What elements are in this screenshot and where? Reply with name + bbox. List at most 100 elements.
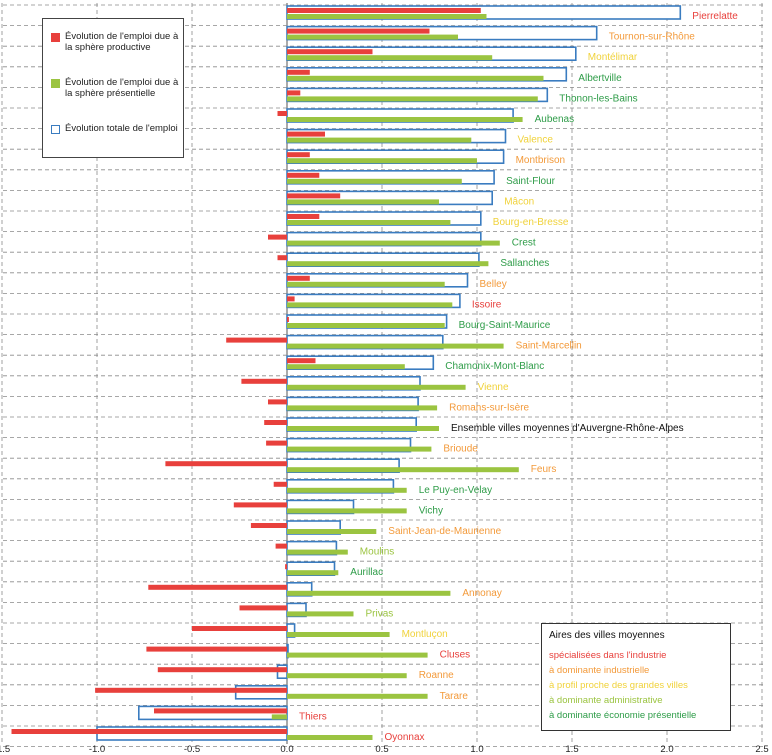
bar-presentielle	[287, 673, 407, 679]
city-label: Montbrison	[516, 155, 565, 166]
city-label: Aubenas	[535, 114, 574, 125]
bar-productive	[233, 502, 287, 508]
bar-productive	[239, 605, 287, 611]
legend-label-total: Évolution totale de l'emploi	[65, 123, 178, 134]
bar-presentielle	[287, 693, 428, 699]
category-legend: Aires des villes moyennes spécialisées d…	[541, 623, 731, 731]
bar-presentielle	[287, 199, 439, 205]
legend-label-productive: Évolution de l'emploi due à la sphère pr…	[65, 31, 179, 53]
city-label: Sallanches	[500, 258, 549, 269]
bar-productive	[241, 378, 287, 384]
x-tick-label: -1.5	[0, 744, 10, 755]
city-label: Privas	[366, 608, 394, 619]
bar-presentielle	[287, 364, 405, 370]
bar-presentielle	[287, 405, 438, 411]
city-label: Valence	[518, 135, 554, 146]
bar-productive	[287, 49, 373, 55]
bar-productive	[148, 584, 287, 590]
bar-presentielle	[287, 158, 477, 164]
bar-presentielle	[287, 549, 348, 555]
city-label: Brioude	[443, 444, 478, 455]
legend-swatch-total	[51, 125, 60, 134]
bar-presentielle	[287, 137, 472, 143]
bar-productive	[275, 543, 287, 549]
city-label: Feurs	[531, 464, 557, 475]
category-legend-item-dominante-industrielle: à dominante industrielle	[549, 665, 650, 676]
bar-presentielle	[287, 323, 445, 328]
city-label: Pierrelatte	[692, 11, 738, 22]
legend-swatch-presentielle	[51, 79, 60, 88]
bar-presentielle	[287, 508, 407, 514]
bar-presentielle	[287, 467, 519, 473]
bar-presentielle	[287, 735, 373, 740]
bar-productive	[287, 358, 316, 364]
bar-presentielle	[287, 55, 493, 61]
city-label: Mâcon	[504, 196, 534, 207]
bar-productive	[287, 172, 320, 178]
city-label: Vienne	[478, 382, 509, 393]
bar-productive	[268, 234, 287, 240]
legend-swatch-productive	[51, 33, 60, 42]
city-label: Tournon-sur-Rhône	[609, 32, 696, 43]
city-label: Cluses	[440, 650, 471, 661]
city-label: Thiers	[299, 711, 327, 722]
bar-presentielle	[287, 261, 489, 267]
bar-productive	[266, 440, 287, 446]
bar-presentielle	[287, 281, 445, 287]
bar-productive	[287, 152, 310, 158]
bar-productive	[95, 687, 287, 693]
bar-productive	[146, 646, 287, 652]
bar-presentielle	[287, 343, 504, 349]
city-label: Thonon-les-Bains	[559, 93, 637, 104]
category-legend-title: Aires des villes moyennes	[549, 630, 665, 641]
city-label: Bourg-en-Bresse	[493, 217, 569, 228]
city-label: Annonay	[462, 588, 501, 599]
bar-productive	[226, 337, 287, 343]
category-legend-item-presentielle: à dominante économie présentielle	[549, 710, 697, 721]
city-label: Belley	[480, 279, 507, 290]
city-label: Albertville	[578, 73, 622, 84]
bar-presentielle	[287, 34, 458, 40]
x-tick-label: 2.5	[755, 744, 768, 755]
bar-productive	[273, 481, 287, 487]
bar-presentielle	[287, 178, 462, 184]
city-label: Saint-Flour	[506, 176, 556, 187]
city-label: Roanne	[419, 670, 454, 681]
bar-presentielle	[287, 611, 354, 617]
city-label: Crest	[512, 238, 536, 249]
bar-presentielle	[287, 117, 523, 122]
bar-presentielle	[287, 446, 432, 452]
category-legend-item-administrative: à dominante administrative	[549, 695, 663, 706]
city-label: Issoire	[472, 299, 502, 310]
bar-presentielle	[287, 75, 544, 81]
x-tick-label: 1.5	[565, 744, 578, 755]
bar-productive	[285, 564, 287, 570]
bar-presentielle	[287, 302, 453, 308]
bar-productive	[264, 420, 287, 425]
bar-productive	[154, 708, 287, 714]
bar-productive	[157, 667, 287, 673]
bar-presentielle	[287, 487, 407, 493]
bar-presentielle	[287, 570, 339, 576]
bar-productive	[287, 275, 310, 281]
bar-presentielle	[287, 652, 428, 658]
x-tick-label: -0.5	[184, 744, 200, 755]
city-label: Montélimar	[588, 52, 638, 63]
bar-productive	[277, 111, 287, 116]
bar-productive	[287, 90, 301, 96]
city-label: Le Puy-en-Velay	[419, 485, 492, 496]
city-label: Saint-Jean-de-Maurienne	[388, 526, 501, 537]
x-tick-label: -1.0	[89, 744, 105, 755]
bar-productive	[287, 69, 310, 75]
bar-productive	[250, 523, 287, 528]
city-label: Moulins	[360, 547, 394, 558]
city-label: Romans-sur-Isère	[449, 402, 529, 413]
category-legend-item-industrie: spécialisées dans l'industrie	[549, 650, 667, 661]
x-tick-label: 1.0	[470, 744, 483, 755]
bar-productive	[277, 255, 287, 261]
bar-presentielle	[287, 384, 466, 390]
bar-productive	[287, 317, 289, 322]
bar-productive	[287, 214, 320, 219]
city-label: Oyonnax	[385, 732, 425, 743]
